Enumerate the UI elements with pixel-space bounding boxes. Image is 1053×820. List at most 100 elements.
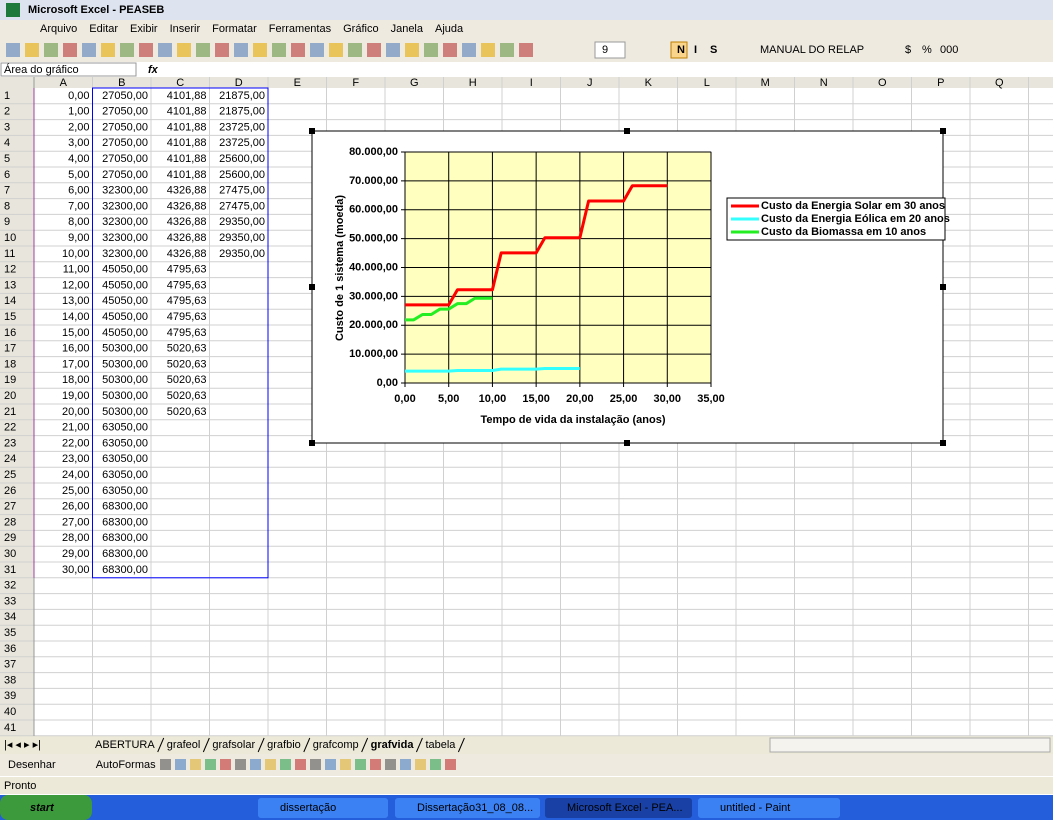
- menu-item[interactable]: Formatar: [212, 23, 257, 35]
- cell: 27050,00: [102, 90, 148, 102]
- drawing-icon[interactable]: [190, 759, 201, 770]
- drawing-icon[interactable]: [220, 759, 231, 770]
- resize-handle[interactable]: [624, 128, 630, 134]
- sheet-tab[interactable]: grafvida: [371, 739, 415, 751]
- column-header: D: [235, 77, 243, 89]
- resize-handle[interactable]: [309, 284, 315, 290]
- toolbar-percent[interactable]: %: [922, 44, 932, 56]
- row-header: 4: [4, 137, 10, 149]
- tab-nav[interactable]: |◂ ◂ ▸ ▸|: [4, 739, 41, 751]
- toolbar-thousands[interactable]: 000: [940, 44, 958, 56]
- toolbar-underline[interactable]: S: [710, 44, 717, 56]
- drawing-icon[interactable]: [355, 759, 366, 770]
- row-header: 18: [4, 358, 16, 370]
- column-header: A: [60, 77, 68, 89]
- resize-handle[interactable]: [309, 128, 315, 134]
- resize-handle[interactable]: [624, 440, 630, 446]
- toolbar-font_size[interactable]: 9: [602, 44, 608, 56]
- sheet-tab[interactable]: grafbio: [267, 739, 301, 751]
- toolbar-icon[interactable]: [158, 43, 172, 57]
- toolbar-icon[interactable]: [310, 43, 324, 57]
- toolbar-icon[interactable]: [424, 43, 438, 57]
- toolbar-icon[interactable]: [272, 43, 286, 57]
- menu-item[interactable]: Ferramentas: [269, 23, 332, 35]
- drawing-icon[interactable]: [370, 759, 381, 770]
- menu-item[interactable]: Arquivo: [40, 23, 77, 35]
- toolbar-icon[interactable]: [348, 43, 362, 57]
- menu-item[interactable]: Editar: [89, 23, 118, 35]
- row-header: 29: [4, 532, 16, 544]
- toolbar-icon[interactable]: [82, 43, 96, 57]
- drawing-icon[interactable]: [445, 759, 456, 770]
- cell: 32300,00: [102, 216, 148, 228]
- toolbar-icon[interactable]: [367, 43, 381, 57]
- drawing-icon[interactable]: [430, 759, 441, 770]
- drawing-icon[interactable]: [385, 759, 396, 770]
- toolbar-icon[interactable]: [139, 43, 153, 57]
- toolbar-icon[interactable]: [177, 43, 191, 57]
- cell: 4101,88: [167, 121, 207, 133]
- menu-item[interactable]: Ajuda: [435, 23, 464, 35]
- toolbar-icon[interactable]: [63, 43, 77, 57]
- y-axis-title: Custo de 1 sistema (moeda): [334, 195, 346, 341]
- toolbar-icon[interactable]: [101, 43, 115, 57]
- sheet-tab[interactable]: tabela: [425, 739, 456, 751]
- toolbar-macro[interactable]: MANUAL DO RELAP: [760, 44, 864, 56]
- drawing-icon[interactable]: [310, 759, 321, 770]
- resize-handle[interactable]: [309, 440, 315, 446]
- toolbar-icon[interactable]: [234, 43, 248, 57]
- drawing-icon[interactable]: [265, 759, 276, 770]
- toolbar-icon[interactable]: [405, 43, 419, 57]
- sheet-tab[interactable]: grafeol: [167, 739, 201, 751]
- menu-item[interactable]: Exibir: [130, 23, 158, 35]
- drawing-icon[interactable]: [250, 759, 261, 770]
- cell: 5020,63: [167, 390, 207, 402]
- drawing-icon[interactable]: [295, 759, 306, 770]
- cell: 50300,00: [102, 374, 148, 386]
- toolbar-icon[interactable]: [443, 43, 457, 57]
- drawing-menu[interactable]: Desenhar: [8, 759, 56, 771]
- toolbar-icon[interactable]: [6, 43, 20, 57]
- toolbar-icon[interactable]: [481, 43, 495, 57]
- toolbar-icon[interactable]: [291, 43, 305, 57]
- drawing-icon[interactable]: [415, 759, 426, 770]
- toolbar-currency[interactable]: $: [905, 44, 911, 56]
- drawing-icon[interactable]: [175, 759, 186, 770]
- toolbar-icon[interactable]: [253, 43, 267, 57]
- drawing-icon[interactable]: [280, 759, 291, 770]
- toolbar-icon[interactable]: [519, 43, 533, 57]
- toolbar-icon[interactable]: [25, 43, 39, 57]
- menu-item[interactable]: Janela: [391, 23, 424, 35]
- toolbar-icon[interactable]: [329, 43, 343, 57]
- sheet-tab[interactable]: grafsolar: [212, 739, 255, 751]
- cell: 22,00: [62, 437, 90, 449]
- toolbar-icon[interactable]: [386, 43, 400, 57]
- resize-handle[interactable]: [940, 128, 946, 134]
- resize-handle[interactable]: [940, 284, 946, 290]
- sheet-tab[interactable]: grafcomp: [313, 739, 359, 751]
- drawing-icon[interactable]: [340, 759, 351, 770]
- toolbar-bold[interactable]: N: [677, 44, 685, 56]
- drawing-icon[interactable]: [400, 759, 411, 770]
- toolbar-icon[interactable]: [215, 43, 229, 57]
- toolbar-icon[interactable]: [44, 43, 58, 57]
- drawing-icon[interactable]: [205, 759, 216, 770]
- menu-item[interactable]: Gráfico: [343, 23, 378, 35]
- drawing-icon[interactable]: [160, 759, 171, 770]
- toolbar-italic[interactable]: I: [694, 44, 697, 56]
- x-tick-label: 0,00: [394, 393, 415, 405]
- menu-item[interactable]: Inserir: [170, 23, 201, 35]
- start-label[interactable]: start: [30, 802, 55, 814]
- row-header: 40: [4, 706, 16, 718]
- resize-handle[interactable]: [940, 440, 946, 446]
- column-header: J: [587, 77, 593, 89]
- drawing-icon[interactable]: [235, 759, 246, 770]
- drawing-icon[interactable]: [325, 759, 336, 770]
- toolbar-icon[interactable]: [462, 43, 476, 57]
- toolbar-icon[interactable]: [196, 43, 210, 57]
- toolbar-icon[interactable]: [500, 43, 514, 57]
- drawing-menu[interactable]: AutoFormas: [96, 759, 156, 771]
- sheet-tab[interactable]: ABERTURA: [95, 739, 155, 751]
- toolbar-icon[interactable]: [120, 43, 134, 57]
- cell: 23725,00: [219, 137, 265, 149]
